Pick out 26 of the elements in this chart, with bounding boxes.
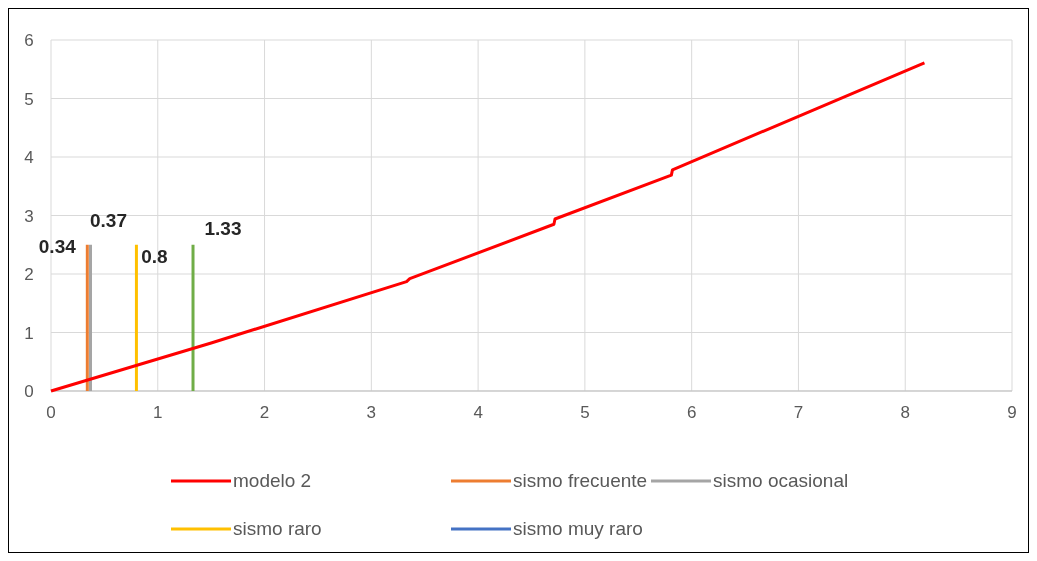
legend-label: modelo 2 <box>233 470 312 491</box>
annotation: 0.8 <box>141 245 168 267</box>
x-tick-label: 6 <box>686 403 697 422</box>
x-tick-label: 7 <box>793 403 804 422</box>
legend-label: sismo frecuente <box>513 470 648 491</box>
y-tick-label: 6 <box>24 31 34 50</box>
y-tick-label: 5 <box>24 89 34 109</box>
y-tick-label: 0 <box>24 382 34 401</box>
legend-label: sismo raro <box>233 518 322 539</box>
y-tick-label: 4 <box>24 148 34 167</box>
x-tick-label: 9 <box>1007 403 1017 422</box>
x-tick-label: 1 <box>153 403 163 422</box>
x-tick-label: 8 <box>900 403 910 422</box>
annotation: 1.33 <box>204 217 242 239</box>
x-tick-label: 2 <box>259 403 270 422</box>
y-tick-label: 2 <box>24 265 34 284</box>
y-tick-label: 1 <box>24 323 34 343</box>
x-tick-label: 0 <box>46 403 56 422</box>
y-tick-label: 3 <box>24 206 34 226</box>
annotation: 0.34 <box>38 235 77 257</box>
legend-label: sismo ocasional <box>713 470 849 491</box>
x-tick-label: 3 <box>366 403 377 422</box>
x-tick-label: 5 <box>580 403 590 422</box>
x-tick-label: 4 <box>473 403 483 422</box>
legend-label: sismo muy raro <box>513 518 643 539</box>
annotation: 0.37 <box>90 209 127 231</box>
